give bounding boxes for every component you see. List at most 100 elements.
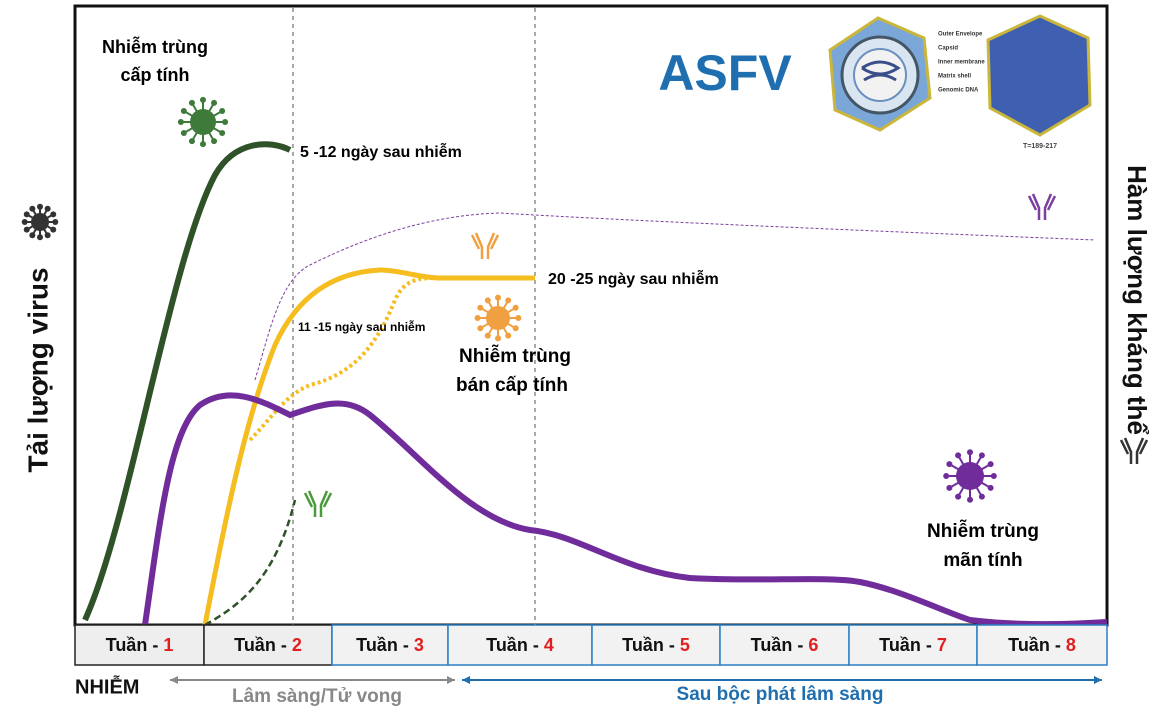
y-label: Tải lượng virus [22,267,53,472]
week-number: 2 [292,635,302,655]
virus-tip [52,219,59,225]
virus-tip [21,219,28,225]
virus-label: Outer Envelope [938,32,983,38]
virus-tip [946,461,953,468]
week-number: 1 [163,635,173,655]
virus-label: Inner membrane [938,60,985,66]
virus-tip [946,484,953,491]
annotation: bán cấp tính [456,375,568,396]
virus-tip [967,449,973,456]
annotation: cấp tính [120,65,189,85]
subacute-curve [202,267,535,626]
virus-tip [474,315,481,321]
subacute-dotted [248,276,441,442]
virus-icon [31,213,49,231]
virus-tip [978,452,985,459]
virus-tip [177,119,184,125]
week-label: Tuần -4 [486,635,554,655]
virus-tip [943,473,950,479]
virus-tip [484,332,491,339]
antibody-icon [1119,437,1149,464]
annotation: Nhiễm trùng [459,345,571,367]
virus-tip [23,226,30,233]
virus-tip [219,130,226,137]
virus-tip [44,232,51,239]
title: ASFV [658,45,792,101]
virus-tip [211,138,218,145]
antibody-icon [303,490,333,517]
virus-tip [987,484,994,491]
virus-tip [37,203,43,210]
virus-tip [477,325,484,332]
virus-tip [180,130,187,137]
week-number: 6 [808,635,818,655]
virus-tip [222,119,229,125]
virus-tip [477,304,484,311]
virus-tip [37,234,43,241]
annotation: mãn tính [943,550,1022,571]
phase-label: Lâm sàng/Tử vong [232,686,402,707]
week-box [447,624,593,666]
week-text: Tuần - [356,635,409,655]
virus-label: Matrix shell [938,74,971,80]
annotation: 5 -12 ngày sau nhiễm [300,142,462,161]
week-text: Tuần - [622,635,675,655]
week-number: 7 [937,635,947,655]
annotation: 11 -15 ngày sau nhiễm [298,319,425,334]
virus-tip [200,96,206,103]
annotation: Nhiễm trùng [102,36,208,57]
acute-antibody [204,499,297,627]
virus-tip [987,461,994,468]
virus-tip [495,294,501,301]
infection-label: NHIỄM [75,675,139,698]
antibody-curve [254,212,1096,381]
virus-tip [211,99,218,106]
virus-tip [978,493,985,500]
week-text: Tuần - [751,635,804,655]
virus-tip [50,226,57,233]
annotation: 20 -25 ngày sau nhiễm [548,269,719,288]
week-box [719,624,850,666]
virus-icon [486,306,510,330]
virus-label: Genomic DNA [938,88,979,94]
virus-tip [512,304,519,311]
virus-tip [23,211,30,218]
virus-tip [188,138,195,145]
virus-icon [956,462,984,490]
virus-tip [50,211,57,218]
week-text: Tuần - [879,635,932,655]
virus-tip [495,335,501,342]
week-number: 5 [680,635,690,655]
week-box [74,624,205,666]
y2-label: Hàm lượng kháng thể [1122,165,1152,435]
week-label: Tuần -3 [356,635,424,655]
virus-tip [505,332,512,339]
week-box [331,624,449,666]
week-label: Tuần -8 [1008,635,1076,655]
virus-label: Capsid [938,46,958,52]
virus-tip [515,315,522,321]
week-text: Tuần - [1008,635,1061,655]
virus-tip [512,325,519,332]
acute-curve [82,141,292,622]
virus-tip [484,297,491,304]
virus-tip [505,297,512,304]
virus-tip [200,141,206,148]
virus-tip [967,496,973,503]
virus-tip [29,205,36,212]
week-text: Tuần - [234,635,287,655]
virus-structure [828,14,1092,137]
week-text: Tuần - [486,635,539,655]
week-label: Tuần -7 [879,635,947,655]
antibody-icon [470,232,500,259]
virus-icon [190,109,216,135]
virus-tip [990,473,997,479]
week-label: Tuần -5 [622,635,690,655]
annotation: Nhiễm trùng [927,520,1039,542]
virus-tip [44,205,51,212]
virus-caption: T=189-217 [1023,143,1057,150]
week-label: Tuần -6 [751,635,819,655]
virus-tip [29,232,36,239]
week-number: 4 [544,635,554,655]
